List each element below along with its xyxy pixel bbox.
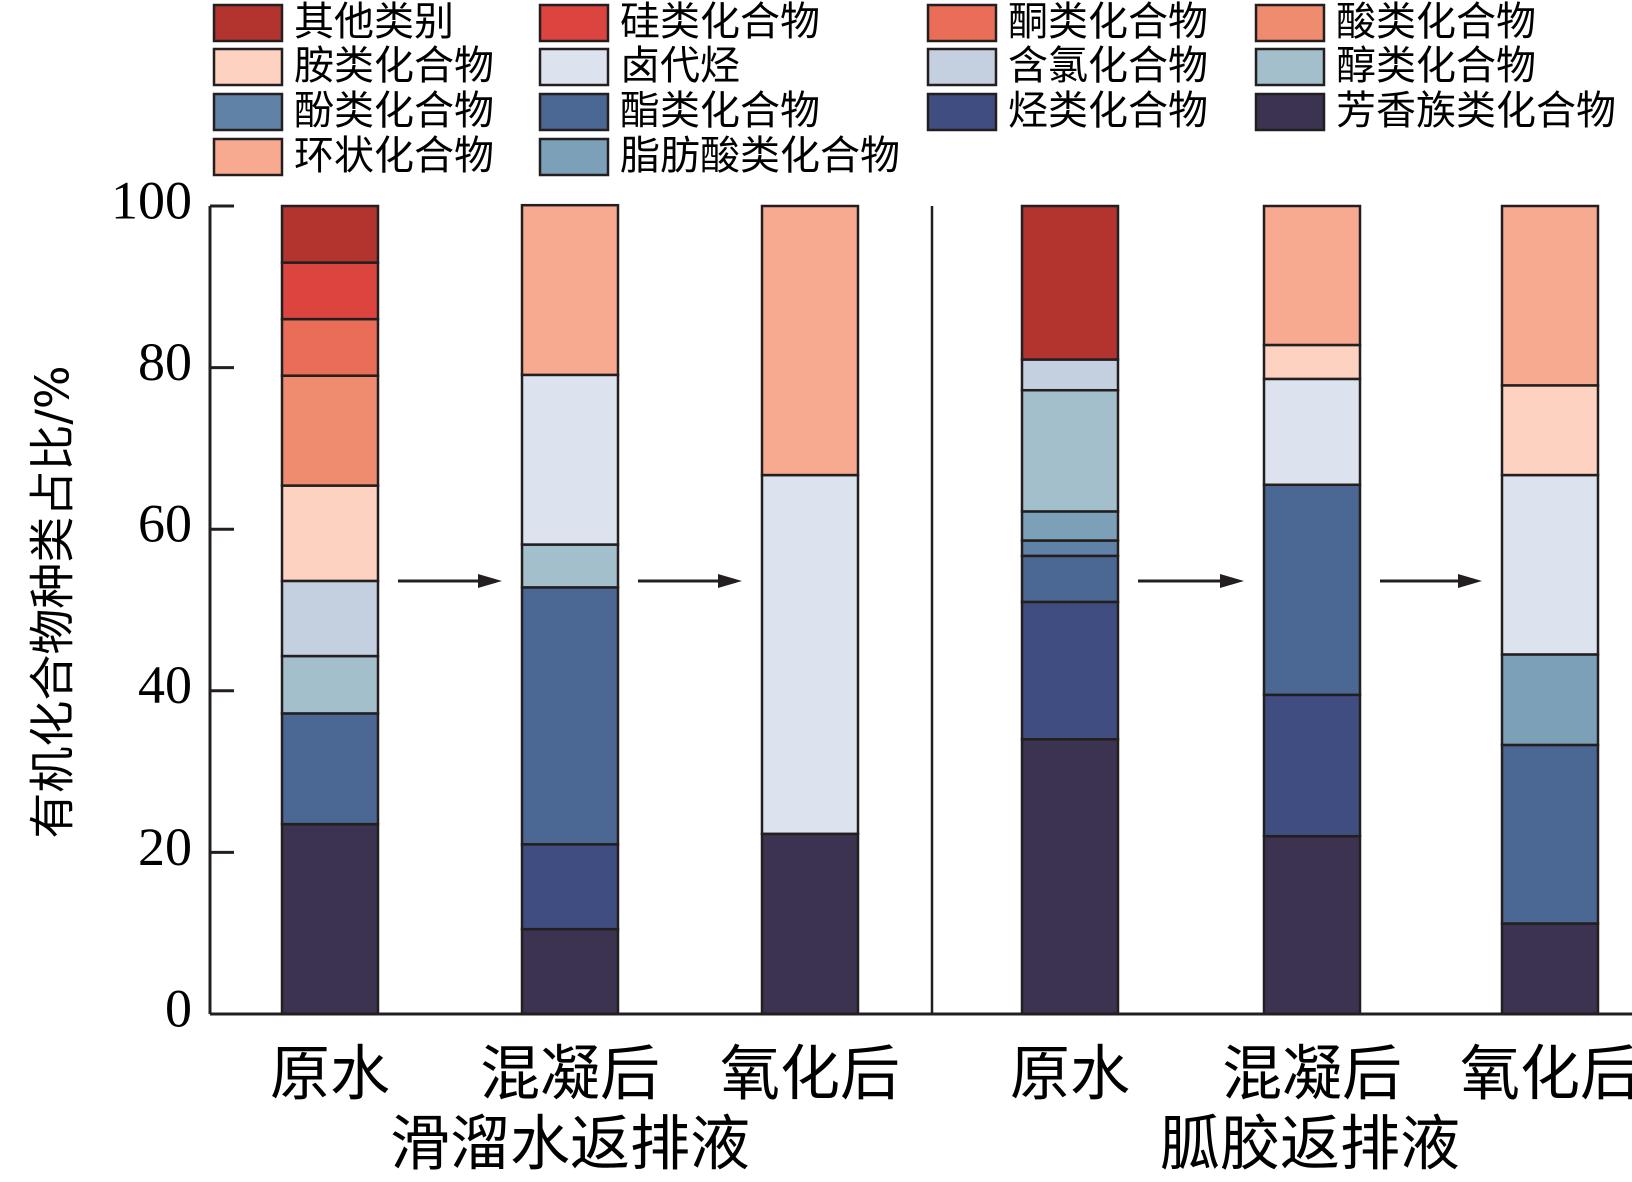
bar-segment <box>1262 693 1362 838</box>
legend-label: 酯类化合物 <box>620 88 820 134</box>
legend-label: 脂肪酸类化合物 <box>620 133 900 179</box>
legend-swatch <box>926 92 998 132</box>
legend-swatch <box>212 137 284 177</box>
legend-swatch <box>212 3 284 43</box>
group-label: 胍胶返排液 <box>1160 1110 1460 1180</box>
bar-segment <box>280 204 380 264</box>
legend-label: 醇类化合物 <box>1336 43 1536 89</box>
bar-segment <box>760 832 860 1016</box>
legend-label: 硅类化合物 <box>620 0 820 45</box>
bar-segment <box>520 543 620 589</box>
bar-segment <box>1262 834 1362 1016</box>
bar-segment <box>280 822 380 1016</box>
arrow-head <box>1458 574 1482 588</box>
legend-label: 环状化合物 <box>294 133 494 179</box>
x-tick-label: 原水 <box>270 1040 390 1110</box>
bar-segment <box>280 374 380 487</box>
legend-label: 芳香族类化合物 <box>1336 88 1616 134</box>
legend-label: 酮类化合物 <box>1008 0 1208 45</box>
y-tick-label: 100 <box>111 170 192 230</box>
bar-segment <box>520 927 620 1016</box>
bar-segment <box>1020 388 1120 513</box>
bar-segment <box>1262 343 1362 381</box>
bar-segment <box>280 317 380 377</box>
bar-segment <box>1262 483 1362 697</box>
bar-segment <box>1500 743 1600 925</box>
bar-segment <box>520 586 620 846</box>
arrow-head <box>718 574 742 588</box>
bar-segment <box>520 373 620 546</box>
legend-swatch <box>1254 3 1326 43</box>
arrow-head <box>1220 574 1244 588</box>
x-tick-label: 氧化后 <box>1460 1040 1632 1110</box>
bar-segment <box>1500 922 1600 1016</box>
bar-segment <box>1500 384 1600 477</box>
legend-swatch <box>1254 47 1326 87</box>
bar-segment <box>280 579 380 658</box>
group-label: 滑溜水返排液 <box>390 1110 750 1180</box>
bar-segment <box>1020 510 1120 542</box>
legend-swatch <box>926 47 998 87</box>
axes: 0 20 40 60 80 100 <box>111 170 1632 1038</box>
bar-segment <box>1262 204 1362 347</box>
legend-label: 胺类化合物 <box>294 43 494 89</box>
y-tick-label: 40 <box>138 655 192 715</box>
legend-label: 酸类化合物 <box>1336 0 1536 45</box>
bar-segment <box>280 712 380 826</box>
bar-segment <box>1500 473 1600 656</box>
bar-segment <box>1262 377 1362 487</box>
bar-segment <box>1020 204 1120 361</box>
y-tick-label: 60 <box>138 494 192 554</box>
legend-swatch <box>926 3 998 43</box>
x-tick-label: 混凝后 <box>480 1040 660 1110</box>
x-tick-label: 氧化后 <box>720 1040 900 1110</box>
legend-swatch <box>538 3 610 43</box>
legend-swatch <box>538 137 610 177</box>
legend-swatch <box>212 92 284 132</box>
legend-swatch <box>1254 92 1326 132</box>
legend-label: 含氯化合物 <box>1008 43 1208 89</box>
bar-segment <box>760 473 860 836</box>
x-tick-label: 原水 <box>1010 1040 1130 1110</box>
bar-segment <box>1500 204 1600 387</box>
y-tick-label: 0 <box>165 978 192 1038</box>
arrow-head <box>478 574 502 588</box>
legend-swatch <box>538 47 610 87</box>
legend-label: 烃类化合物 <box>1008 88 1208 134</box>
legend-swatch <box>212 47 284 87</box>
legend-label: 酚类化合物 <box>294 88 494 134</box>
bar-segment <box>280 484 380 583</box>
x-tick-label: 混凝后 <box>1222 1040 1402 1110</box>
bar-segment <box>1020 600 1120 741</box>
bar-segment <box>760 204 860 477</box>
bar-segment <box>520 203 620 377</box>
bar-segment <box>1020 539 1120 558</box>
bar-segment <box>1020 738 1120 1016</box>
y-axis-title: 有机化合物种类占比/% <box>26 365 80 838</box>
bar-segment <box>280 261 380 321</box>
bar-segment <box>520 843 620 931</box>
legend-label: 卤代烃 <box>620 43 740 89</box>
bar-segment <box>280 654 380 715</box>
bars <box>280 203 1600 1016</box>
bar-segment <box>1020 358 1120 392</box>
y-tick-label: 20 <box>138 817 192 877</box>
legend-swatch <box>538 92 610 132</box>
bar-segment <box>1020 554 1120 604</box>
legend-label: 其他类别 <box>294 0 454 45</box>
y-tick-label: 80 <box>138 332 192 392</box>
bar-segment <box>1500 653 1600 747</box>
